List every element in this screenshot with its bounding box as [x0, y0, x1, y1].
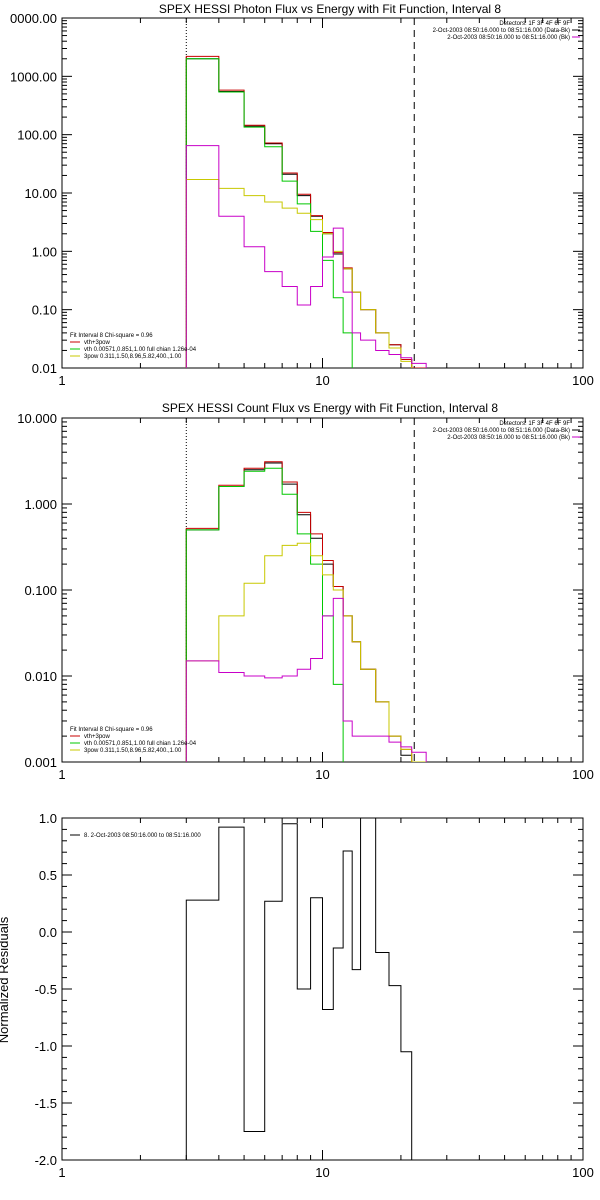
series-1-histogram	[185, 55, 427, 368]
y-tick-label: 0.010	[24, 669, 57, 684]
x-tick-label: 10	[315, 1165, 329, 1180]
y-tick-label: 0.10	[32, 303, 57, 318]
y-tick-label: 1.00	[32, 244, 57, 259]
header-text: 2-Oct-2003 08:50:16.000 to 08:51:16.000 …	[447, 35, 570, 41]
series-0-histogram	[185, 58, 427, 368]
residuals-panel: Normalized Residuals 1 10 100 -2.0 -1.5 -1.0 -…	[0, 811, 594, 1180]
x-tick-label: 1	[58, 1165, 65, 1180]
x-tick-label: 100	[572, 767, 594, 782]
series-2-histogram	[185, 467, 344, 762]
y-tick-label: -1.0	[35, 1039, 57, 1054]
header-text: 2-Oct-2003 08:50:16.000 to 08:51:16.000 …	[433, 28, 570, 34]
legend-text: 3pow 0.311,1.50,8.96,5.82,400.,1.00	[84, 354, 182, 360]
y-tick-label: 1.000	[24, 497, 57, 512]
legend-text: Fit Interval 8 Chi-square = 0.96	[70, 333, 153, 339]
y-tick-label: 0.001	[24, 755, 57, 770]
y-tick-label: 0.100	[24, 583, 57, 598]
series-3-histogram	[185, 179, 413, 368]
x-tick-label: 1	[58, 373, 65, 388]
header-text: 2-Oct-2003 08:50:16.000 to 08:51:16.000 …	[433, 428, 570, 434]
y-tick-label: 0.0	[39, 925, 57, 940]
legend-text: vth+3pow	[84, 340, 111, 346]
count-flux-panel: SPEX HESSI Count Flux vs Energy with Fit…	[17, 401, 594, 782]
series-0-histogram	[185, 462, 413, 762]
y-tick-label: 100.00	[17, 128, 57, 143]
series-4-histogram	[185, 597, 427, 762]
photon-panel-title: SPEX HESSI Photon Flux vs Energy with Fi…	[159, 2, 501, 16]
header-text: 2-Oct-2003 08:50:16.000 to 08:51:16.000 …	[447, 435, 570, 441]
y-tick-label: -1.5	[35, 1096, 57, 1111]
legend-text: 3pow 0.311,1.50,8.96,5.82,400.,1.00	[84, 748, 182, 754]
header-text: Detectors: 1F 3F 4F 6F 9F	[499, 421, 570, 427]
y-tick-label: 10.000	[17, 411, 57, 426]
header-text: Detectors: 1F 3F 4F 6F 9F	[499, 21, 570, 27]
residuals-ylabel: Normalized Residuals	[0, 916, 11, 1043]
photon-flux-panel: SPEX HESSI Photon Flux vs Energy with Fi…	[10, 2, 594, 388]
y-tick-label: 10.00	[24, 186, 57, 201]
legend-text: Fit Interval 8 Chi-square = 0.96	[70, 727, 153, 733]
y-tick-label: 0.5	[39, 868, 57, 883]
x-tick-label: 100	[572, 1165, 594, 1180]
legend-text: 8. 2-Oct-2003 08:50:16.000 to 08:51:16.0…	[84, 833, 201, 839]
x-tick-label: 100	[572, 373, 594, 388]
y-tick-label: 1000.00	[10, 69, 57, 84]
y-tick-label: -0.5	[35, 982, 57, 997]
series-3-histogram	[185, 542, 427, 762]
y-tick-label: 0.01	[32, 361, 57, 376]
y-tick-label: 0000.00	[10, 11, 57, 26]
series-1-histogram	[185, 461, 427, 762]
series-2-histogram	[185, 58, 353, 368]
x-tick-label: 10	[315, 373, 329, 388]
series-4-histogram	[185, 145, 427, 368]
legend-text: vth+3pow	[84, 734, 111, 740]
plot-frame	[61, 17, 584, 369]
legend-text: vth 0.00571,0.851,1.00 full chian 1.26e-…	[84, 741, 197, 747]
y-tick-label: -2.0	[35, 1153, 57, 1168]
count-panel-title: SPEX HESSI Count Flux vs Energy with Fit…	[162, 401, 498, 415]
x-tick-label: 1	[58, 767, 65, 782]
x-tick-label: 10	[315, 767, 329, 782]
series-0-histogram	[185, 818, 413, 1160]
legend-text: vth 0.00571,0.851,1.00 full chian 1.26e-…	[84, 347, 197, 353]
y-tick-label: 1.0	[39, 811, 57, 826]
